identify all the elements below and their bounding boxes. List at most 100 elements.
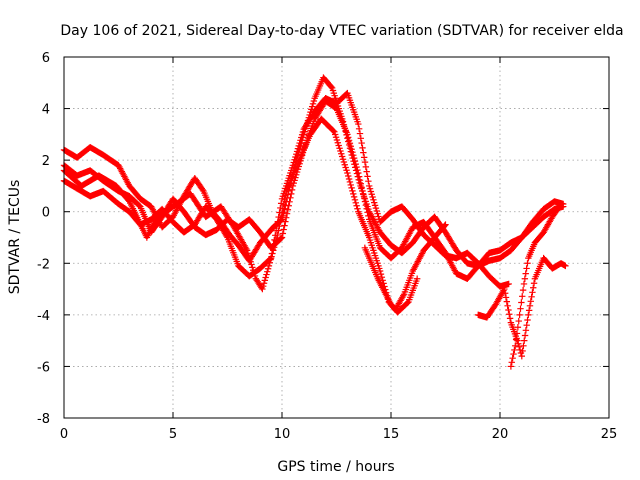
data-point — [351, 196, 359, 204]
data-point — [557, 200, 565, 208]
data-point — [348, 146, 355, 153]
data-point — [263, 271, 270, 278]
data-point — [362, 163, 370, 171]
data-point — [266, 259, 273, 266]
data-point — [284, 206, 292, 213]
data-point — [511, 346, 518, 354]
data-point — [347, 143, 354, 150]
data-point — [285, 202, 292, 209]
data-point — [287, 194, 294, 202]
data-point — [333, 136, 341, 144]
data-point — [520, 280, 528, 288]
data-point — [352, 199, 359, 206]
data-point — [355, 173, 363, 180]
data-point — [512, 342, 519, 349]
data-point — [350, 190, 357, 198]
data-point — [501, 285, 508, 293]
data-point — [283, 210, 291, 217]
data-point — [346, 178, 354, 186]
data-point — [524, 260, 531, 267]
data-point — [364, 173, 371, 180]
data-point — [362, 201, 370, 209]
data-point — [510, 350, 517, 358]
data-point — [308, 103, 316, 110]
data-point — [346, 140, 354, 147]
y-tick-label: 6 — [42, 51, 50, 66]
x-tick-label: 5 — [169, 427, 177, 442]
data-point — [199, 186, 206, 193]
data-point — [366, 185, 374, 192]
x-tick-label: 10 — [274, 427, 291, 442]
data-point — [279, 230, 287, 237]
data-point — [501, 290, 509, 297]
data-point — [299, 128, 307, 136]
data-point — [523, 265, 530, 272]
data-point — [360, 154, 368, 161]
data-point — [365, 212, 372, 220]
data-point — [331, 131, 339, 138]
data-point — [259, 285, 266, 293]
data-point — [280, 226, 287, 233]
data-point — [259, 282, 267, 290]
data-point — [293, 148, 301, 155]
data-point — [516, 311, 523, 319]
data-point — [355, 169, 362, 177]
plot-frame — [63, 56, 610, 419]
data-point — [373, 207, 380, 215]
data-point — [356, 130, 364, 137]
data-point — [282, 192, 289, 199]
data-point — [364, 209, 371, 216]
data-point — [341, 161, 348, 168]
x-tick-label: 25 — [601, 427, 618, 442]
data-point — [248, 261, 255, 268]
data-point — [528, 293, 535, 301]
data-point — [337, 147, 344, 155]
data-point — [360, 194, 368, 202]
data-point — [512, 336, 520, 343]
data-point — [293, 150, 300, 158]
data-point — [353, 202, 360, 209]
data-point — [350, 193, 358, 201]
data-point — [371, 202, 379, 209]
data-point — [338, 150, 345, 157]
data-point — [340, 158, 348, 166]
data-point — [335, 142, 342, 149]
x-tick-label: 0 — [60, 427, 68, 442]
data-point — [361, 198, 369, 205]
data-point — [262, 274, 269, 281]
data-point — [355, 120, 362, 128]
data-point — [345, 134, 352, 141]
data-point — [363, 205, 370, 212]
data-point — [524, 316, 531, 324]
data-point — [349, 149, 356, 156]
data-point — [295, 142, 302, 150]
data-point — [328, 83, 335, 91]
data-point — [265, 262, 273, 270]
data-point — [354, 166, 361, 174]
data-point — [530, 284, 537, 291]
data-point — [261, 277, 269, 284]
data-point — [359, 144, 366, 152]
data-point — [521, 337, 528, 344]
data-point — [518, 352, 525, 360]
data-point — [339, 156, 347, 163]
data-point — [367, 188, 375, 195]
chart-title: Day 106 of 2021, Sidereal Day-to-day VTE… — [60, 23, 623, 39]
data-point — [294, 145, 302, 152]
data-point — [244, 250, 252, 257]
data-point — [264, 265, 272, 272]
data-point — [277, 218, 284, 225]
data-point — [520, 342, 527, 349]
data-point — [278, 209, 286, 217]
data-point — [276, 222, 283, 230]
data-point — [351, 157, 359, 165]
data-point — [413, 275, 421, 282]
data-point — [522, 270, 529, 277]
data-point — [331, 128, 338, 135]
data-point — [268, 253, 275, 260]
data-point — [243, 247, 251, 254]
data-point — [522, 327, 530, 334]
data-point — [358, 139, 365, 147]
data-point — [269, 250, 276, 257]
data-point — [338, 153, 346, 160]
